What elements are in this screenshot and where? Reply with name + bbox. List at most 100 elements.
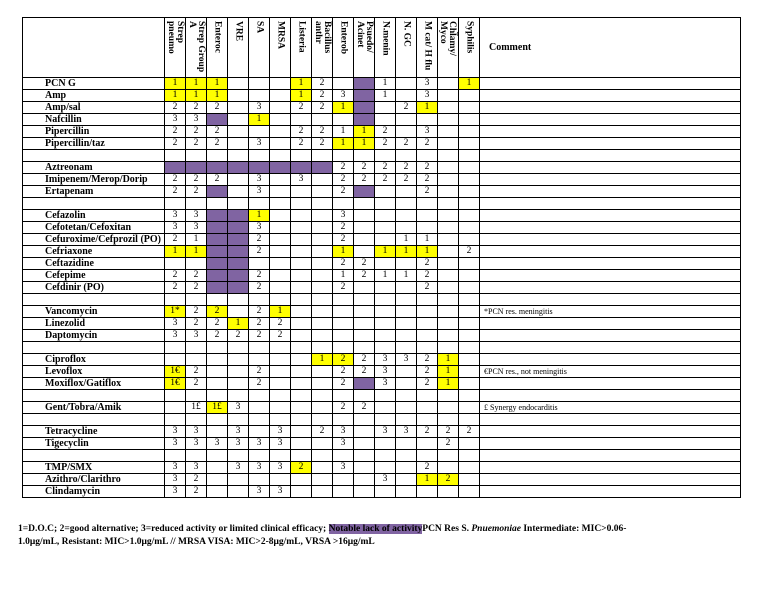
table-row: Cefazolin 3 3 1 3	[22, 209, 741, 222]
table-row: Amp 1 1 1 1 2 3 1 3	[22, 89, 741, 102]
table-row: Pipercillin 2 2 2 2 2 1 1 2 3	[22, 125, 741, 138]
table-row: Azithro/Clarithro 3 2 3 1 2	[22, 473, 741, 486]
activity-cell	[227, 89, 249, 102]
activity-cell	[227, 173, 249, 186]
table-row: Amp/sal 2 2 2 3 2 2 1 2 1	[22, 101, 741, 114]
activity-cell: 2	[185, 473, 207, 486]
activity-cell	[437, 137, 459, 150]
empty-cell	[311, 413, 333, 426]
activity-cell	[437, 257, 459, 270]
comment-cell	[479, 281, 741, 294]
drug-name: Moxiflox/Gatiflox	[22, 377, 165, 390]
empty-cell	[332, 149, 354, 162]
activity-cell: 2	[185, 101, 207, 114]
activity-cell	[374, 437, 396, 450]
activity-cell: 2	[437, 437, 459, 450]
empty-cell	[206, 413, 228, 426]
activity-cell: 3	[248, 185, 270, 198]
comment-cell	[479, 329, 741, 342]
column-header: Enterob	[332, 17, 354, 78]
empty-cell	[395, 389, 417, 402]
empty-cell	[248, 389, 270, 402]
empty-cell	[416, 341, 438, 354]
activity-cell: 1	[353, 137, 375, 150]
empty-cell	[269, 197, 291, 210]
activity-cell: 2	[248, 269, 270, 282]
activity-cell	[290, 221, 312, 234]
activity-cell: 2	[416, 461, 438, 474]
empty-cell	[374, 413, 396, 426]
activity-cell	[269, 137, 291, 150]
activity-cell	[248, 161, 270, 174]
comment-cell: £ Synergy endocarditis	[479, 401, 741, 414]
empty-cell	[164, 149, 186, 162]
activity-cell: 3	[332, 425, 354, 438]
activity-cell	[248, 89, 270, 102]
activity-cell: 2	[416, 269, 438, 282]
activity-cell	[290, 113, 312, 126]
comment-cell	[479, 377, 741, 390]
empty-cell	[164, 293, 186, 306]
activity-cell	[290, 245, 312, 258]
empty-cell	[458, 293, 480, 306]
activity-cell	[311, 245, 333, 258]
activity-cell	[311, 461, 333, 474]
activity-cell: 2	[185, 185, 207, 198]
activity-cell	[437, 329, 459, 342]
comment-column-header: Comment	[479, 17, 741, 78]
activity-cell: 2	[416, 161, 438, 174]
activity-cell: 2	[164, 281, 186, 294]
activity-cell	[290, 329, 312, 342]
antibiotic-table: Strep pneumo Strep Group A Enteroc VRE SA MRS…	[22, 17, 741, 498]
drug-name: Cefazolin	[22, 209, 165, 222]
drug-name: Levoflox	[22, 365, 165, 378]
empty-cell	[458, 449, 480, 462]
activity-cell	[206, 377, 228, 390]
activity-cell	[311, 209, 333, 222]
empty-cell	[206, 341, 228, 354]
activity-cell	[311, 269, 333, 282]
activity-cell	[227, 269, 249, 282]
empty-cell	[332, 341, 354, 354]
legend-purple-label: Notable lack of activity	[328, 524, 423, 534]
empty-cell	[311, 389, 333, 402]
activity-cell	[311, 113, 333, 126]
column-header-label: VRE	[233, 21, 244, 42]
drug-name: Cefriaxone	[22, 245, 165, 258]
activity-cell	[395, 317, 417, 330]
activity-cell	[437, 101, 459, 114]
activity-cell: 3	[164, 473, 186, 486]
activity-cell	[311, 305, 333, 318]
activity-cell	[290, 353, 312, 366]
activity-cell	[416, 401, 438, 414]
activity-cell	[458, 365, 480, 378]
empty-cell	[290, 413, 312, 426]
activity-cell	[437, 305, 459, 318]
spacer-row	[22, 197, 741, 210]
empty-cell	[458, 341, 480, 354]
activity-cell: 2	[185, 485, 207, 498]
activity-cell	[311, 185, 333, 198]
empty-cell	[164, 389, 186, 402]
activity-cell: 1	[395, 233, 417, 246]
activity-cell	[185, 161, 207, 174]
empty-cell	[458, 413, 480, 426]
activity-cell: 2	[269, 317, 291, 330]
activity-cell: 3	[374, 425, 396, 438]
activity-cell	[311, 281, 333, 294]
empty-cell	[269, 389, 291, 402]
activity-cell: 2	[332, 401, 354, 414]
empty-cell	[332, 413, 354, 426]
drug-name: Cefdinir (PO)	[22, 281, 165, 294]
activity-cell	[206, 245, 228, 258]
activity-cell: 2	[185, 137, 207, 150]
empty-cell	[227, 389, 249, 402]
activity-cell	[353, 485, 375, 498]
activity-cell	[353, 305, 375, 318]
activity-cell: 3	[269, 485, 291, 498]
activity-cell	[395, 257, 417, 270]
empty-cell	[353, 449, 375, 462]
activity-cell	[269, 245, 291, 258]
activity-cell	[227, 137, 249, 150]
